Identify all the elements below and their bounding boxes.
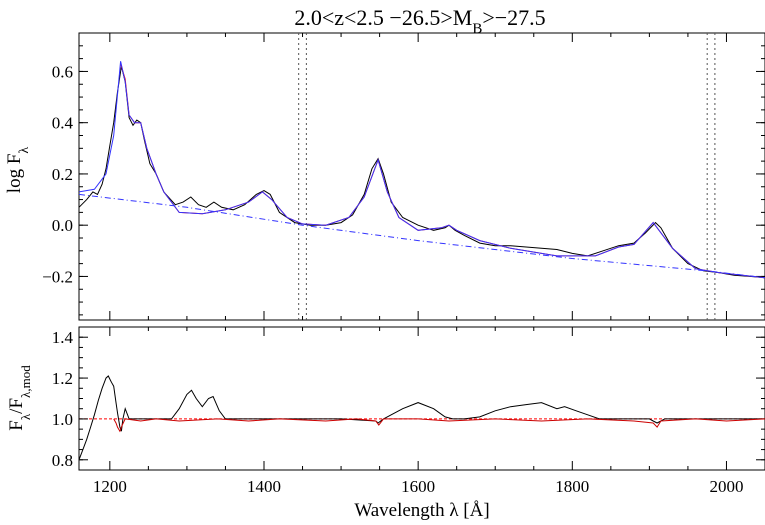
ratio-plot-frame	[78, 326, 765, 471]
spectrum-series-0	[78, 66, 765, 279]
ratio-ytick-label-0: 1.4	[52, 328, 74, 347]
x-tick-label-1: 1400	[247, 477, 281, 496]
spectrum-ytick-label-3: 0.0	[52, 216, 73, 235]
x-tick-label-3: 1800	[555, 477, 589, 496]
spectrum-series-2	[78, 61, 765, 279]
spectrum-y-axis-title: log Fλ	[4, 147, 32, 194]
spectrum-series-3	[78, 193, 765, 279]
x-tick-label-0: 1200	[93, 477, 127, 496]
ratio-ytick-label-1: 1.2	[52, 369, 73, 388]
ratio-y-axis-title: Fλ/Fλ,mod	[6, 365, 33, 431]
spectrum-ytick-label-4: −0.2	[42, 267, 73, 286]
spectrum-plot-frame	[78, 32, 765, 321]
ratio-ytick-label-3: 0.8	[52, 451, 73, 470]
spectrum-ytick-label-0: 0.6	[52, 62, 73, 81]
spectrum-ytick-label-1: 0.4	[52, 114, 74, 133]
x-tick-label-4: 2000	[709, 477, 743, 496]
spectrum-series-1	[120, 63, 765, 279]
spectrum-panel: 0.6 0.4 0.2 0.0 −0.2 log Fλ	[4, 32, 765, 321]
x-tick-label-2: 1600	[401, 477, 435, 496]
ratio-series-1	[113, 418, 765, 433]
x-axis-title: Wavelength λ [Å]	[354, 500, 489, 521]
ratio-series-0	[78, 375, 765, 460]
ratio-panel: 1.4 1.2 1.0 0.8 1200 1400 1600 1800 2000 Fλ/Fλ,m…	[6, 326, 765, 521]
chart-title: 2.0<z<2.5 −26.5>MB>−27.5	[294, 5, 545, 37]
ratio-ytick-label-2: 1.0	[52, 410, 73, 429]
spectrum-ytick-label-2: 0.2	[52, 165, 73, 184]
